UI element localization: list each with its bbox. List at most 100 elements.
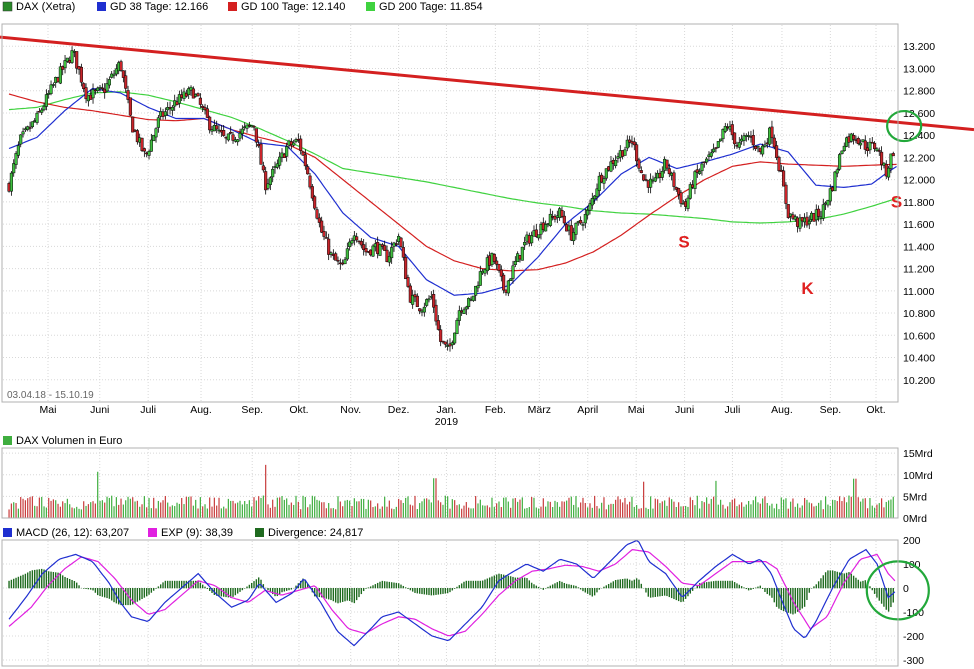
volume-bar (442, 504, 444, 518)
candle-body (44, 94, 48, 107)
candle-body (453, 332, 457, 344)
divergence-bar (577, 587, 580, 589)
candle-body (548, 213, 552, 226)
price-y-tick-label: 11.800 (903, 197, 934, 209)
divergence-bar (612, 581, 615, 589)
divergence-bar (883, 588, 885, 607)
volume-bar (393, 509, 395, 518)
volume-bar (468, 507, 470, 518)
divergence-bar (771, 588, 773, 598)
volume-bar (381, 506, 383, 518)
volume-bar (421, 501, 423, 518)
volume-bar (734, 498, 736, 518)
divergence-bar (565, 583, 568, 589)
divergence-bar (283, 588, 286, 592)
divergence-bar (248, 584, 251, 589)
candle-body (462, 309, 466, 314)
volume-bar (316, 499, 318, 518)
volume-bar (150, 508, 152, 518)
price-x-axis: Mai Juni Juli Aug. Sep. Okt. Nov. Dez. Jan. Feb. M… (40, 404, 886, 416)
volume-y-axis: 0Mrd 5Mrd 10Mrd 15Mrd (903, 448, 933, 525)
candle-body (700, 163, 704, 172)
volume-bar (134, 501, 136, 518)
divergence-bar (605, 585, 608, 589)
candle-body (772, 137, 776, 148)
divergence-bar (740, 586, 743, 589)
volume-bar (22, 498, 24, 518)
volume-bar (143, 496, 145, 518)
divergence-bar (339, 588, 342, 603)
volume-bar (153, 497, 155, 518)
volume-bar (36, 506, 38, 518)
candle-body (737, 142, 741, 148)
candle-body (497, 263, 501, 271)
volume-bar (178, 503, 180, 518)
divergence-bar (815, 584, 817, 589)
candle-body (399, 237, 403, 247)
candle-body (436, 320, 440, 330)
volume-bar (505, 497, 507, 518)
volume-bar (587, 507, 589, 518)
volume-bar (869, 497, 871, 518)
price-x-tick-label: Nov. (340, 404, 361, 416)
volume-bar (853, 478, 855, 518)
volume-y-tick-label: 15Mrd (903, 448, 933, 460)
candle-body (660, 170, 664, 178)
volume-bar (321, 502, 323, 518)
macd-line (8, 539, 896, 647)
candle-body (315, 209, 319, 219)
volume-bar (577, 507, 579, 518)
divergence-bar (145, 588, 148, 597)
gd38-line (8, 87, 897, 296)
candle-body (777, 156, 781, 171)
volume-bar (652, 508, 654, 518)
volume-bar (157, 500, 159, 518)
divergence-bar (204, 586, 206, 589)
volume-bar (293, 504, 295, 518)
divergence-bar (598, 588, 601, 590)
divergence-bar (628, 579, 631, 589)
volume-bar (878, 503, 880, 518)
volume-bar (582, 497, 584, 518)
divergence-bar (661, 588, 663, 596)
volume-bar (622, 502, 624, 518)
volume-bar (535, 507, 537, 518)
volume-bar (428, 499, 430, 518)
volume-bar (545, 506, 547, 518)
volume-bar (260, 497, 262, 518)
volume-bar (335, 509, 337, 518)
divergence-bar (353, 588, 356, 604)
volume-bar (160, 502, 162, 518)
volume-bar (423, 498, 425, 518)
divergence-bar (465, 580, 468, 589)
volume-bar (666, 505, 668, 518)
divergence-bar (367, 587, 370, 589)
candle-body (205, 108, 209, 118)
volume-bar (624, 497, 626, 518)
divergence-bar (425, 588, 428, 595)
volume-bar (437, 500, 439, 518)
volume-bar (34, 505, 36, 518)
volume-bar (556, 502, 558, 518)
divergence-bar (390, 582, 393, 589)
divergence-bar (890, 588, 892, 608)
volume-bar (199, 497, 201, 518)
candle-body (198, 97, 202, 105)
volume-bar (573, 504, 575, 518)
volume-bar (155, 508, 157, 518)
dax-legend-label: DAX (Xetra) (16, 1, 75, 13)
price-y-tick-label: 12.800 (903, 86, 935, 98)
divergence-bar (78, 585, 80, 589)
candle-body (327, 238, 331, 255)
price-circle-marker (886, 109, 923, 143)
divergence-bar (57, 572, 59, 589)
divergence-bar (705, 582, 708, 589)
price-x-tick-label: Sep. (820, 404, 842, 416)
gd200-legend-label: GD 200 Tage: 11.854 (379, 1, 483, 13)
divergence-bar (547, 586, 549, 589)
candle-body (784, 184, 788, 204)
volume-bar (55, 500, 57, 518)
divergence-bar (752, 588, 754, 589)
candle-body (586, 209, 590, 216)
volume-bar (619, 499, 621, 518)
